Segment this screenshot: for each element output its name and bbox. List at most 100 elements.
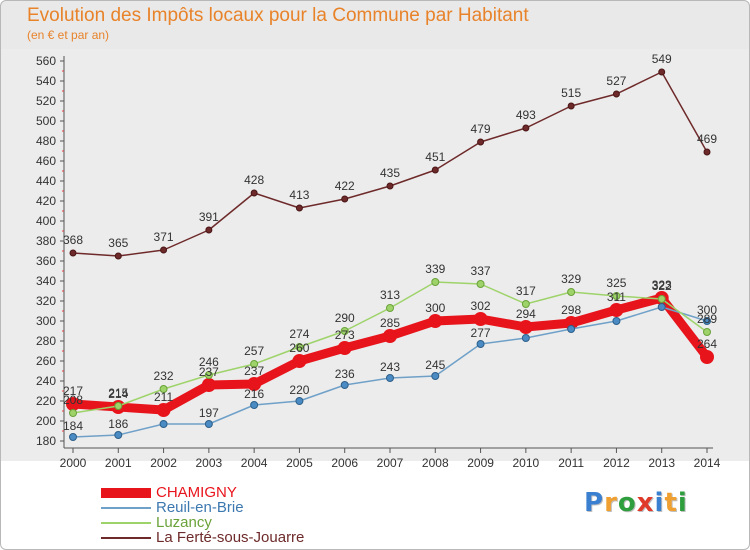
data-label-luzancy: 232 (154, 369, 174, 383)
data-point-la-ferte-sous-jouarre (205, 226, 213, 234)
data-point-la-ferte-sous-jouarre (477, 138, 485, 146)
data-label-chamigny: 311 (607, 290, 626, 304)
y-tick-label: 180 (36, 434, 56, 448)
series-chamigny (66, 291, 714, 417)
data-label-chamigny: 260 (289, 341, 309, 355)
legend-swatch (101, 507, 151, 509)
data-point-chamigny (700, 350, 714, 364)
chart-subtitle: (en € et par an) (27, 28, 110, 42)
legend-swatch (101, 488, 151, 498)
data-point-reuil-en-brie (340, 381, 349, 389)
y-tick-label: 520 (36, 94, 56, 108)
data-point-luzancy (476, 280, 485, 288)
data-label-la-ferte-sous-jouarre: 365 (108, 236, 128, 250)
data-label-reuil-en-brie: 236 (335, 367, 355, 381)
y-tick-label: 200 (36, 414, 56, 428)
data-point-reuil-en-brie (612, 317, 621, 325)
data-point-luzancy (612, 292, 621, 300)
y-tick-label: 280 (36, 334, 56, 348)
x-tick-label: 2006 (331, 456, 358, 470)
data-label-luzancy: 274 (289, 327, 309, 341)
data-point-la-ferte-sous-jouarre (431, 166, 439, 174)
data-label-la-ferte-sous-jouarre: 451 (425, 150, 445, 164)
data-label-la-ferte-sous-jouarre: 469 (697, 132, 717, 146)
data-label-chamigny: 214 (108, 387, 128, 401)
data-label-la-ferte-sous-jouarre: 435 (380, 166, 400, 180)
data-point-luzancy (114, 402, 123, 410)
y-tick-label: 540 (36, 74, 56, 88)
data-label-chamigny: 264 (697, 337, 717, 351)
data-point-chamigny (518, 320, 533, 334)
series-reuil-en-brie (69, 303, 711, 441)
legend-label: CHAMIGNY (156, 484, 237, 501)
data-label-la-ferte-sous-jouarre: 413 (289, 188, 309, 202)
data-label-reuil-en-brie: 216 (244, 387, 264, 401)
data-point-reuil-en-brie (250, 401, 259, 409)
y-tick-label: 420 (36, 194, 56, 208)
data-label-luzancy: 337 (471, 264, 491, 278)
data-point-la-ferte-sous-jouarre (522, 124, 530, 132)
y-tick-label: 360 (36, 254, 56, 268)
x-tick-label: 2007 (377, 456, 404, 470)
data-point-la-ferte-sous-jouarre (250, 189, 258, 197)
data-point-luzancy (431, 278, 440, 286)
data-label-luzancy: 290 (335, 311, 355, 325)
data-label-chamigny: 300 (425, 301, 445, 315)
data-point-la-ferte-sous-jouarre (114, 252, 122, 260)
data-point-la-ferte-sous-jouarre (386, 182, 394, 190)
y-tick-label: 380 (36, 234, 56, 248)
data-point-luzancy (250, 360, 259, 368)
data-label-reuil-en-brie: 184 (63, 419, 83, 433)
data-label-la-ferte-sous-jouarre: 527 (606, 74, 626, 88)
data-point-reuil-en-brie (159, 420, 168, 428)
data-label-la-ferte-sous-jouarre: 368 (63, 233, 83, 247)
data-point-chamigny (247, 377, 262, 391)
data-point-luzancy (69, 409, 77, 417)
data-label-chamigny: 237 (199, 365, 219, 379)
data-point-reuil-en-brie (114, 431, 123, 439)
data-point-luzancy (159, 385, 168, 393)
data-label-luzancy: 208 (63, 393, 83, 407)
x-tick-label: 2012 (603, 456, 630, 470)
data-point-reuil-en-brie (703, 317, 711, 325)
data-point-la-ferte-sous-jouarre (295, 204, 303, 212)
data-point-reuil-en-brie (431, 372, 440, 380)
data-label-luzancy: 325 (606, 276, 626, 290)
x-tick-label: 2004 (241, 456, 268, 470)
data-label-chamigny: 294 (516, 307, 536, 321)
data-point-reuil-en-brie (657, 303, 666, 311)
x-tick-label: 2001 (105, 456, 132, 470)
data-point-luzancy (340, 327, 349, 335)
legend-label: La Ferté-sous-Jouarre (156, 529, 305, 546)
x-tick-label: 2008 (422, 456, 449, 470)
data-point-chamigny (337, 341, 352, 355)
y-tick-label: 340 (36, 274, 56, 288)
data-label-chamigny: 285 (380, 316, 400, 330)
y-tick-label: 440 (36, 174, 56, 188)
x-tick-label: 2014 (694, 456, 721, 470)
data-point-reuil-en-brie (521, 334, 530, 342)
x-tick-label: 2002 (150, 456, 177, 470)
data-label-luzancy: 313 (380, 288, 400, 302)
data-label-chamigny: 237 (244, 364, 264, 378)
y-tick-label: 500 (36, 114, 56, 128)
data-label-reuil-en-brie: 220 (289, 383, 309, 397)
data-label-luzancy: 215 (108, 386, 128, 400)
data-label-la-ferte-sous-jouarre: 422 (335, 179, 355, 193)
data-label-chamigny: 298 (561, 303, 581, 317)
data-label-reuil-en-brie: 277 (471, 326, 491, 340)
x-tick-label: 2013 (648, 456, 675, 470)
data-label-la-ferte-sous-jouarre: 428 (244, 173, 264, 187)
data-label-luzancy: 339 (425, 262, 445, 276)
legend-swatch (101, 537, 151, 539)
y-tick-label: 480 (36, 134, 56, 148)
data-point-la-ferte-sous-jouarre (658, 68, 666, 76)
data-point-chamigny (156, 403, 171, 417)
data-point-chamigny (473, 312, 488, 326)
y-tick-label: 560 (36, 54, 56, 68)
data-label-reuil-en-brie: 243 (380, 360, 400, 374)
data-label-chamigny: 302 (471, 299, 491, 313)
data-label-chamigny: 273 (335, 328, 355, 342)
data-point-luzancy (703, 328, 711, 336)
